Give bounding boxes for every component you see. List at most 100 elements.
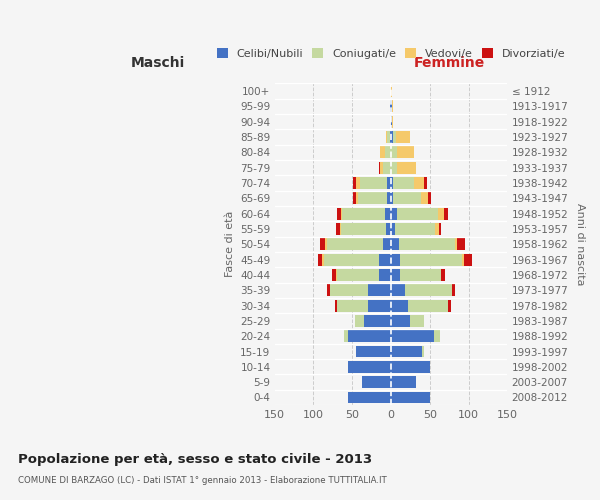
Bar — [379, 254, 391, 266]
Bar — [380, 146, 385, 158]
Bar — [356, 177, 360, 189]
Bar — [397, 208, 437, 220]
Bar — [336, 269, 337, 281]
Bar — [383, 238, 391, 250]
Bar — [391, 116, 392, 128]
Bar — [437, 208, 444, 220]
Bar — [395, 223, 435, 235]
Bar — [391, 392, 430, 404]
Bar — [325, 238, 328, 250]
Bar — [405, 284, 452, 296]
Bar — [342, 208, 385, 220]
Bar — [422, 346, 424, 358]
Bar — [435, 223, 439, 235]
Bar — [353, 177, 356, 189]
Bar — [341, 208, 342, 220]
Bar — [408, 300, 448, 312]
Bar — [379, 269, 391, 281]
Bar — [318, 254, 322, 266]
Bar — [355, 315, 364, 327]
Bar — [397, 131, 410, 143]
Bar — [368, 300, 391, 312]
Bar — [337, 300, 368, 312]
Bar — [391, 131, 392, 143]
Bar — [385, 146, 391, 158]
Bar — [320, 238, 325, 250]
Bar — [391, 146, 397, 158]
Bar — [386, 223, 391, 235]
Y-axis label: Anni di nascita: Anni di nascita — [575, 203, 585, 285]
Bar — [332, 269, 336, 281]
Text: COMUNE DI BARZAGO (LC) - Dati ISTAT 1° gennaio 2013 - Elaborazione TUTTITALIA.IT: COMUNE DI BARZAGO (LC) - Dati ISTAT 1° g… — [18, 476, 387, 485]
Bar — [391, 192, 394, 204]
Bar — [356, 346, 391, 358]
Bar — [391, 162, 397, 173]
Bar — [387, 131, 390, 143]
Bar — [452, 284, 455, 296]
Bar — [421, 192, 428, 204]
Bar — [341, 223, 386, 235]
Bar — [391, 223, 395, 235]
Bar — [391, 300, 408, 312]
Bar — [391, 238, 399, 250]
Bar — [424, 177, 427, 189]
Bar — [380, 162, 383, 173]
Bar — [464, 254, 472, 266]
Bar — [331, 284, 368, 296]
Text: Maschi: Maschi — [131, 56, 185, 70]
Bar — [457, 238, 465, 250]
Bar — [392, 116, 394, 128]
Bar — [360, 177, 387, 189]
Bar — [387, 192, 391, 204]
Bar — [335, 300, 337, 312]
Bar — [440, 269, 442, 281]
Bar — [391, 330, 434, 342]
Bar — [390, 100, 391, 112]
Bar — [400, 269, 440, 281]
Bar — [349, 330, 391, 342]
Bar — [328, 238, 383, 250]
Bar — [394, 192, 421, 204]
Bar — [349, 361, 391, 373]
Bar — [391, 100, 392, 112]
Bar — [397, 146, 415, 158]
Bar — [337, 208, 341, 220]
Bar — [385, 208, 391, 220]
Bar — [391, 269, 400, 281]
Bar — [392, 131, 397, 143]
Bar — [337, 269, 379, 281]
Bar — [391, 315, 410, 327]
Bar — [391, 361, 430, 373]
Bar — [428, 192, 431, 204]
Bar — [364, 315, 391, 327]
Bar — [391, 346, 422, 358]
Bar — [336, 223, 340, 235]
Bar — [386, 131, 387, 143]
Bar — [415, 177, 424, 189]
Bar — [391, 208, 397, 220]
Bar — [379, 162, 380, 173]
Bar — [368, 284, 391, 296]
Bar — [392, 177, 415, 189]
Bar — [444, 208, 448, 220]
Bar — [353, 192, 356, 204]
Bar — [356, 192, 358, 204]
Bar — [390, 131, 391, 143]
Bar — [326, 284, 331, 296]
Bar — [397, 162, 416, 173]
Bar — [391, 376, 416, 388]
Legend: Celibi/Nubili, Coniugati/e, Vedovi/e, Divorziati/e: Celibi/Nubili, Coniugati/e, Vedovi/e, Di… — [212, 44, 570, 63]
Bar — [344, 330, 349, 342]
Bar — [383, 162, 391, 173]
Text: Femmine: Femmine — [413, 56, 485, 70]
Bar — [340, 223, 341, 235]
Bar — [434, 330, 440, 342]
Bar — [410, 315, 424, 327]
Text: Popolazione per età, sesso e stato civile - 2013: Popolazione per età, sesso e stato civil… — [18, 452, 372, 466]
Bar — [362, 376, 391, 388]
Bar — [349, 392, 391, 404]
Bar — [391, 254, 400, 266]
Bar — [322, 254, 323, 266]
Bar — [455, 238, 457, 250]
Bar — [463, 254, 464, 266]
